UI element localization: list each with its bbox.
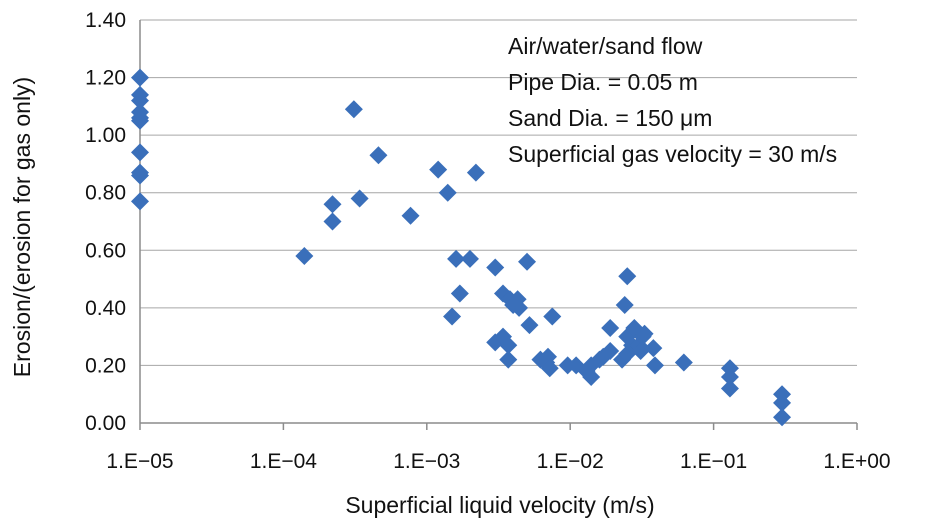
x-tick-label: 1.E−03 [393,450,460,473]
data-point [429,160,448,179]
data-point [510,298,529,317]
data-point [601,342,620,361]
data-point [582,367,601,386]
x-axis-title: Superficial liquid velocity (m/s) [345,492,654,518]
x-tick-label: 1.E−05 [106,450,173,473]
axes [139,20,858,430]
data-point [635,324,654,343]
data-point [450,284,469,303]
x-tick-label: 1.E−01 [680,450,747,473]
data-point [720,367,739,386]
data-point [295,247,314,266]
data-point [323,195,342,214]
data-point [601,319,620,338]
annotation-line-3: Sand Dia. = 150 μm [508,105,712,131]
y-tick-label: 1.20 [85,67,126,90]
gridlines [140,19,857,366]
data-point [401,206,420,225]
y-axis-title: Erosion/(erosion for gas only) [9,77,35,377]
data-point [131,143,149,162]
data-point [466,163,485,182]
data-point [520,316,539,335]
data-point [131,111,149,130]
data-point [447,249,466,268]
data-point [540,359,559,378]
y-tick-label: 0.00 [85,412,126,435]
data-point [645,356,664,375]
y-tick-label: 1.40 [85,9,126,32]
y-tick-labels: 0.00 0.20 0.40 0.60 0.80 1.00 1.20 1.40 [85,9,126,435]
data-point [323,212,342,231]
data-point [499,336,518,355]
data-point [494,284,513,303]
x-tick-label: 1.E+00 [823,450,890,473]
y-tick-label: 0.60 [85,239,126,262]
data-point [543,307,562,326]
y-tick-label: 0.80 [85,182,126,205]
data-point [499,350,518,369]
data-point [773,408,792,427]
y-tick-label: 0.40 [85,297,126,320]
x-tick-labels: 1.E−05 1.E−04 1.E−03 1.E−02 1.E−01 1.E+00 [106,450,890,473]
data-point [344,100,363,119]
data-point [131,91,149,110]
data-point [674,353,693,372]
x-tick-label: 1.E−04 [250,450,317,473]
annotation-line-2: Pipe Dia. = 0.05 m [508,69,698,95]
annotation-line-4: Superficial gas velocity = 30 m/s [508,141,837,167]
data-point [538,347,557,366]
data-point [131,192,149,211]
y-tick-label: 0.20 [85,354,126,377]
data-point [369,146,388,165]
y-tick-label: 1.00 [85,124,126,147]
data-point [618,267,637,286]
data-point [494,327,513,346]
data-point [131,166,149,185]
data-point [720,379,739,398]
data-point [443,307,462,326]
data-point [486,258,505,277]
data-points [131,68,792,427]
annotation-line-1: Air/water/sand flow [508,33,703,59]
data-point [438,183,457,202]
data-point [518,252,537,271]
annotation-text: Air/water/sand flow Pipe Dia. = 0.05 m S… [508,33,837,167]
data-point [131,68,149,87]
data-point [631,342,650,361]
data-point [773,393,792,412]
data-point [615,295,634,314]
data-point [350,189,369,208]
data-point [460,249,479,268]
data-point [644,339,663,358]
x-tick-label: 1.E−02 [537,450,604,473]
